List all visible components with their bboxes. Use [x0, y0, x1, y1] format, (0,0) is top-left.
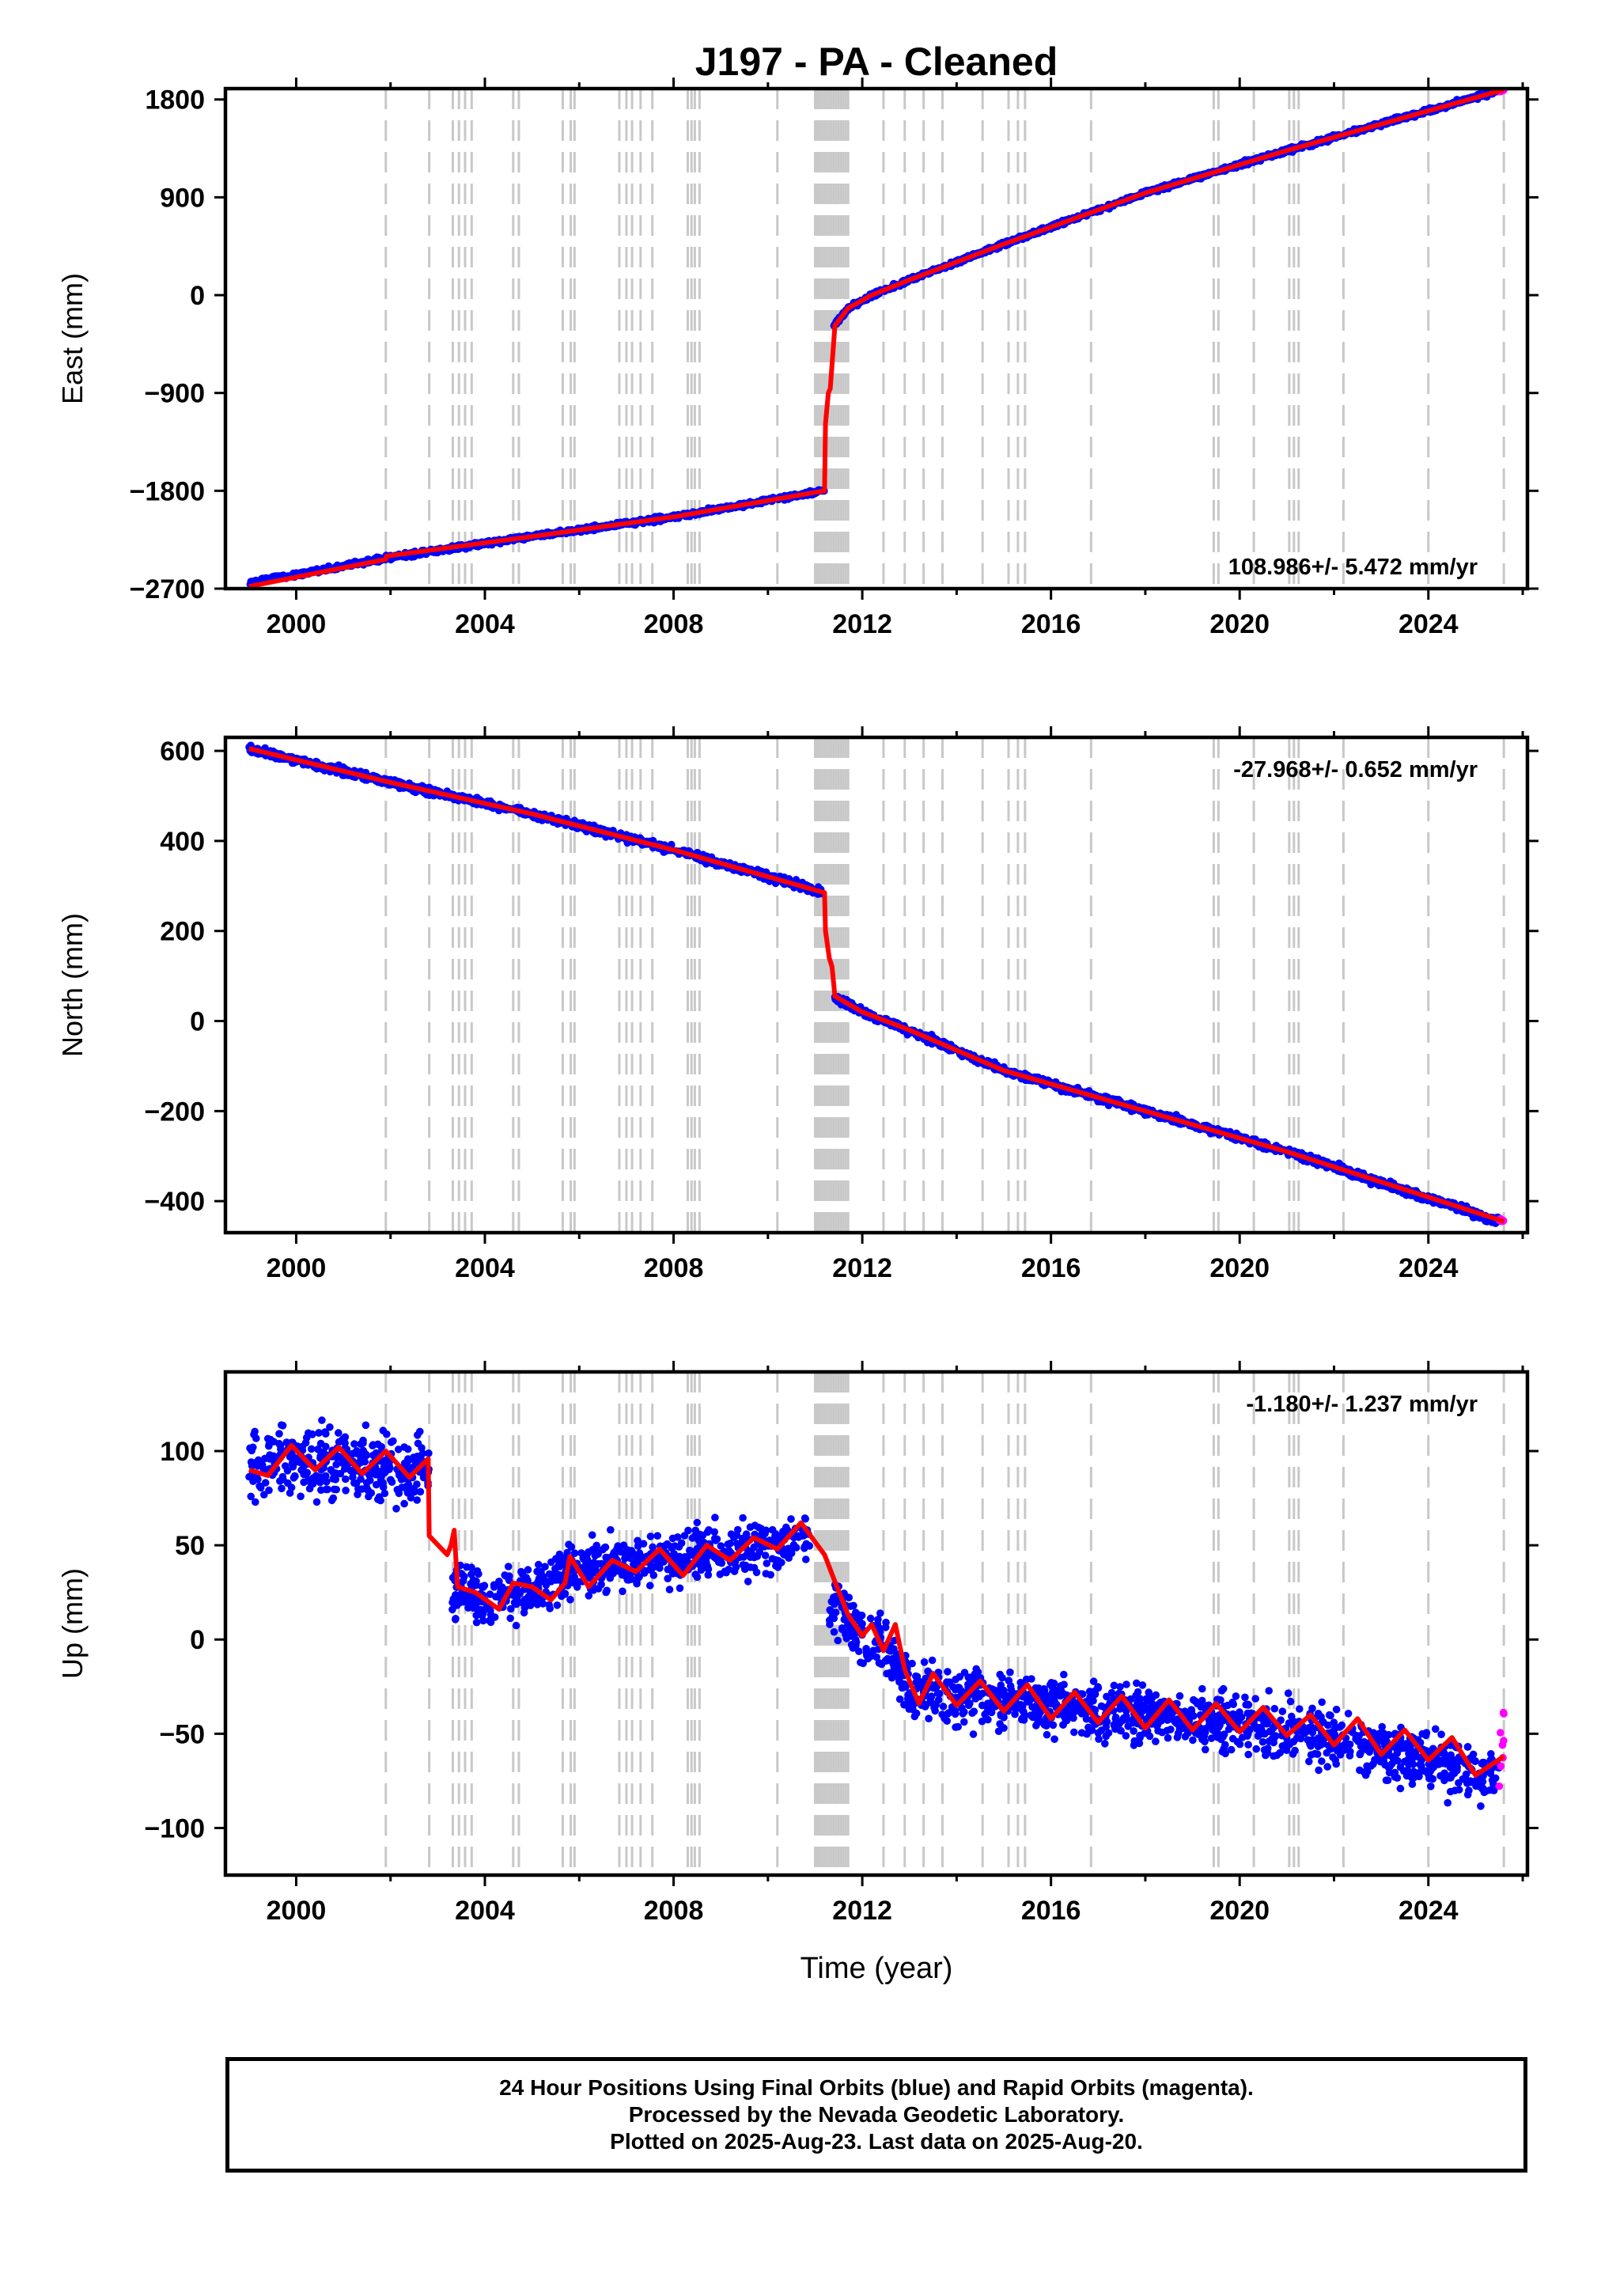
panel-north: 2000 2004 2008 2012 2016 2020 20246004002000−2… [56, 726, 1539, 1283]
chart-title: J197 - PA - Cleaned [695, 40, 1058, 84]
panel-up: 2000 2004 2008 2012 2016 2020 2024100500−50−10… [56, 1361, 1539, 1926]
x-tick-label: 2000 [267, 609, 327, 639]
y-tick-label: 1800 [145, 85, 205, 116]
x-tick-label: 2004 [455, 609, 515, 639]
model-line-north [248, 746, 1505, 1224]
y-tick-label: 600 [160, 737, 205, 767]
series-final-0 [245, 741, 826, 898]
plot-area-up [245, 1372, 1508, 1875]
x-tick-label: 2012 [832, 1253, 892, 1283]
x-tick-label: 2020 [1209, 609, 1270, 639]
y-tick-label: −1800 [130, 476, 206, 506]
model-line-east [248, 89, 1505, 589]
y-tick-label: 900 [160, 183, 205, 213]
y-tick-label: 200 [160, 917, 205, 947]
x-tick-label: 2012 [832, 609, 892, 639]
panel-frame [223, 86, 1530, 591]
x-tick-label: 2016 [1021, 1253, 1081, 1283]
series-final-1 [830, 89, 1503, 330]
panel-east: 2000 2004 2008 2012 2016 2020 2024 1800 900 0 −900… [56, 78, 1539, 639]
x-tick-label: 2020 [1209, 1253, 1270, 1283]
x-tick-label: 2008 [644, 1253, 704, 1283]
y-axis-label-east: East (mm) [56, 273, 89, 404]
panel-frame [223, 735, 1530, 1235]
y-axis-label-north: North (mm) [56, 913, 89, 1057]
y-tick-label: 0 [190, 281, 205, 311]
plot-area-north [245, 737, 1508, 1233]
rate-label-east: 108.986+/- 5.472 mm/yr [1228, 555, 1478, 580]
x-tick-label: 2024 [1399, 609, 1459, 639]
x-axis-label: Time (year) [800, 1952, 953, 1985]
y-tick-label: −2700 [130, 574, 206, 604]
x-tick-label: 2016 [1021, 609, 1081, 639]
y-tick-label: −900 [144, 379, 205, 409]
series-final-1 [831, 993, 1502, 1227]
x-tick-label: 2000 [267, 1253, 327, 1283]
x-tick-label: 2008 [644, 609, 704, 639]
y-tick-label: 0 [190, 1007, 205, 1037]
x-tick-label: 2024 [1399, 1253, 1459, 1283]
rate-label-north: -27.968+/- 0.652 mm/yr [1233, 757, 1478, 782]
plot-area-east [246, 89, 1508, 589]
y-tick-label: −400 [144, 1187, 205, 1217]
y-tick-label: −200 [144, 1097, 205, 1127]
y-tick-label: 400 [160, 827, 205, 857]
x-tick-label: 2004 [455, 1253, 515, 1283]
